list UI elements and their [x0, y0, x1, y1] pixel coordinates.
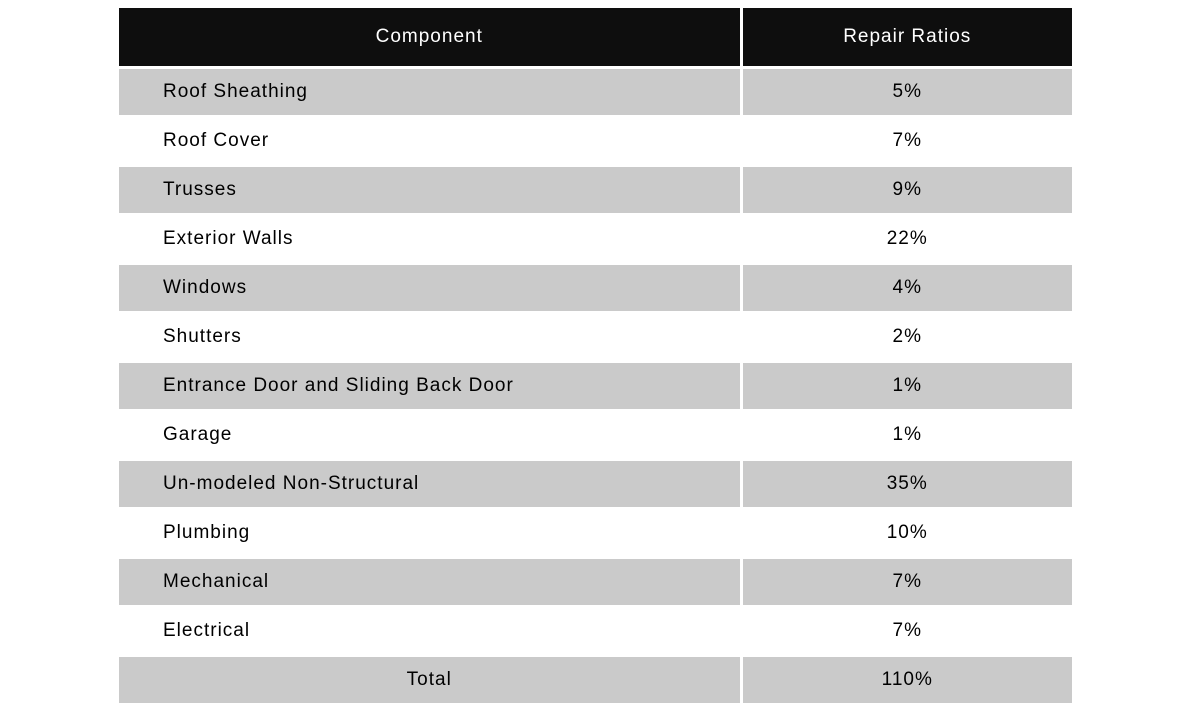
component-cell: Un-modeled Non-Structural [119, 460, 741, 509]
component-cell: Entrance Door and Sliding Back Door [119, 362, 741, 411]
table-row: Trusses9% [119, 166, 1072, 215]
component-cell: Trusses [119, 166, 741, 215]
repair-ratios-table: Component Repair Ratios Roof Sheathing5%… [119, 8, 1072, 703]
component-cell: Shutters [119, 313, 741, 362]
repair-ratios-table-wrapper: Component Repair Ratios Roof Sheathing5%… [119, 8, 1072, 703]
table-row: Roof Sheathing5% [119, 68, 1072, 117]
component-cell: Windows [119, 264, 741, 313]
ratio-cell: 1% [741, 362, 1072, 411]
component-cell: Roof Cover [119, 117, 741, 166]
ratio-cell: 9% [741, 166, 1072, 215]
table-body: Roof Sheathing5%Roof Cover7%Trusses9%Ext… [119, 68, 1072, 704]
ratio-cell: 1% [741, 411, 1072, 460]
table-row: Garage1% [119, 411, 1072, 460]
component-cell: Mechanical [119, 558, 741, 607]
total-ratio-cell: 110% [741, 656, 1072, 704]
table-header: Component Repair Ratios [119, 8, 1072, 68]
table-row: Mechanical7% [119, 558, 1072, 607]
ratio-cell: 10% [741, 509, 1072, 558]
table-row: Shutters2% [119, 313, 1072, 362]
ratio-cell: 7% [741, 117, 1072, 166]
column-header-repair-ratios: Repair Ratios [741, 8, 1072, 68]
table-row: Roof Cover7% [119, 117, 1072, 166]
table-row: Un-modeled Non-Structural35% [119, 460, 1072, 509]
ratio-cell: 5% [741, 68, 1072, 117]
ratio-cell: 22% [741, 215, 1072, 264]
total-label-cell: Total [119, 656, 741, 704]
ratio-cell: 7% [741, 607, 1072, 656]
ratio-cell: 2% [741, 313, 1072, 362]
column-header-component: Component [119, 8, 741, 68]
component-cell: Roof Sheathing [119, 68, 741, 117]
ratio-cell: 7% [741, 558, 1072, 607]
ratio-cell: 35% [741, 460, 1072, 509]
component-cell: Exterior Walls [119, 215, 741, 264]
table-total-row: Total110% [119, 656, 1072, 704]
table-row: Electrical7% [119, 607, 1072, 656]
table-row: Entrance Door and Sliding Back Door1% [119, 362, 1072, 411]
ratio-cell: 4% [741, 264, 1072, 313]
component-cell: Garage [119, 411, 741, 460]
component-cell: Electrical [119, 607, 741, 656]
component-cell: Plumbing [119, 509, 741, 558]
table-row: Plumbing10% [119, 509, 1072, 558]
table-row: Exterior Walls22% [119, 215, 1072, 264]
table-row: Windows4% [119, 264, 1072, 313]
